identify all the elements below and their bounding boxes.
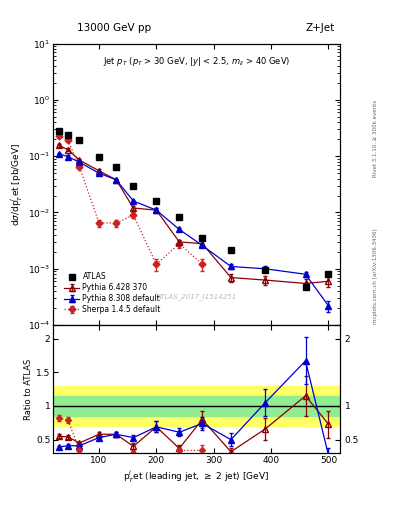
Text: mcplots.cern.ch [arXiv:1306.3436]: mcplots.cern.ch [arXiv:1306.3436] (373, 229, 378, 324)
Text: Z+Jet: Z+Jet (306, 23, 335, 33)
ATLAS (263, 267, 268, 273)
Line: ATLAS: ATLAS (56, 128, 332, 290)
Text: Rivet 3.1.10, ≥ 300k events: Rivet 3.1.10, ≥ 300k events (373, 100, 378, 177)
ATLAS (229, 246, 233, 252)
Text: Jet $p_T$ ($p_T$ > 30 GeV, $|y|$ < 2.5, $m_{ll}$ > 40 GeV): Jet $p_T$ ($p_T$ > 30 GeV, $|y|$ < 2.5, … (103, 55, 290, 68)
ATLAS (131, 183, 136, 189)
Y-axis label: d$\sigma$/dp$_T^j$et [pb/GeV]: d$\sigma$/dp$_T^j$et [pb/GeV] (9, 143, 25, 226)
Text: 13000 GeV pp: 13000 GeV pp (77, 23, 151, 33)
ATLAS (177, 214, 182, 220)
ATLAS (303, 284, 308, 290)
ATLAS (57, 128, 61, 134)
ATLAS (97, 154, 101, 160)
ATLAS (77, 137, 82, 143)
X-axis label: p$_T^j$et (leading jet, $\geq$ 2 jet) [GeV]: p$_T^j$et (leading jet, $\geq$ 2 jet) [G… (123, 469, 270, 485)
Y-axis label: Ratio to ATLAS: Ratio to ATLAS (24, 358, 33, 420)
ATLAS (66, 132, 70, 138)
ATLAS (154, 198, 159, 204)
ATLAS (326, 270, 331, 276)
ATLAS (200, 235, 205, 241)
ATLAS (114, 164, 119, 170)
Text: ATLAS_2017_I1514251: ATLAS_2017_I1514251 (156, 293, 237, 301)
Legend: ATLAS, Pythia 6.428 370, Pythia 8.308 default, Sherpa 1.4.5 default: ATLAS, Pythia 6.428 370, Pythia 8.308 de… (62, 271, 162, 316)
